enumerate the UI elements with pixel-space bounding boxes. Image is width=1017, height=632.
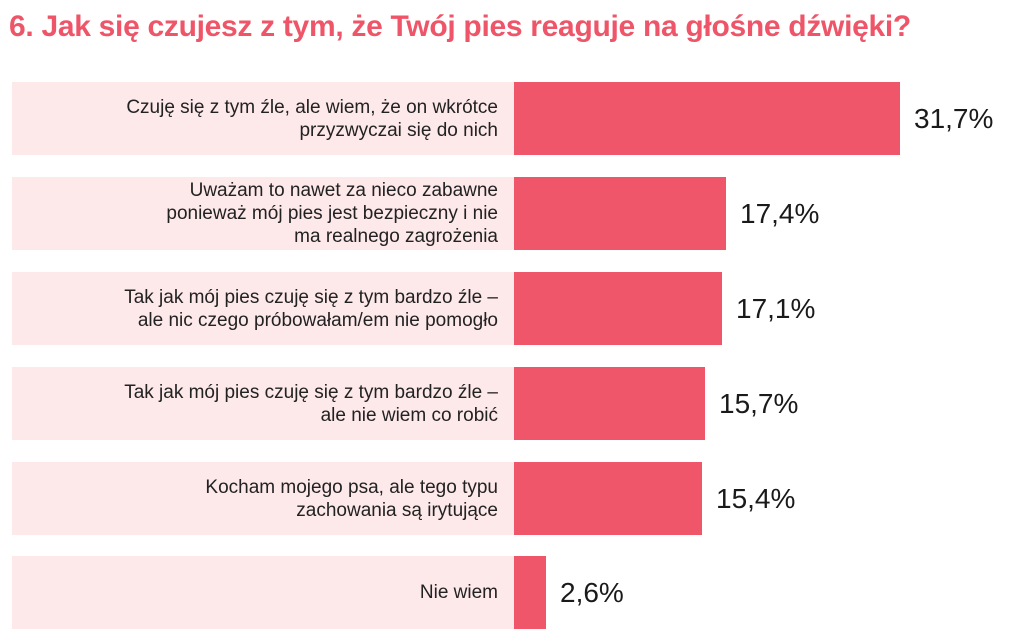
bar — [514, 82, 900, 155]
bar — [514, 462, 702, 535]
bar-row: Uważam to nawet za nieco zabawne poniewa… — [12, 177, 1017, 250]
category-label: Uważam to nawet za nieco zabawne poniewa… — [166, 180, 498, 247]
bar — [514, 272, 722, 345]
chart-title: 6. Jak się czujesz z tym, że Twój pies r… — [9, 10, 911, 43]
category-label: Kocham mojego psa, ale tego typu zachowa… — [205, 476, 498, 521]
bar — [514, 367, 705, 440]
category-label-box: Uważam to nawet za nieco zabawne poniewa… — [12, 177, 514, 250]
category-label-box: Tak jak mój pies czuję się z tym bardzo … — [12, 272, 514, 345]
category-label-box: Czuję się z tym źle, ale wiem, że on wkr… — [12, 82, 514, 155]
bar — [514, 177, 726, 250]
category-label-box: Kocham mojego psa, ale tego typu zachowa… — [12, 462, 514, 535]
value-label: 15,4% — [716, 482, 796, 514]
bar-row: Tak jak mój pies czuję się z tym bardzo … — [12, 367, 1017, 440]
category-label: Czuję się z tym źle, ale wiem, że on wkr… — [126, 96, 498, 141]
bar — [514, 556, 546, 629]
category-label: Nie wiem — [419, 582, 498, 603]
value-label: 17,4% — [740, 197, 820, 229]
bar-row: Tak jak mój pies czuję się z tym bardzo … — [12, 272, 1017, 345]
category-label: Tak jak mój pies czuję się z tym bardzo … — [124, 381, 498, 426]
value-label: 2,6% — [560, 576, 624, 608]
category-label-box: Nie wiem — [12, 556, 514, 629]
bar-row: Czuję się z tym źle, ale wiem, że on wkr… — [12, 82, 1017, 155]
category-label: Tak jak mój pies czuję się z tym bardzo … — [124, 286, 498, 331]
bar-row: Nie wiem 2,6% — [12, 556, 1017, 629]
bar-row: Kocham mojego psa, ale tego typu zachowa… — [12, 462, 1017, 535]
value-label: 17,1% — [736, 292, 816, 324]
value-label: 15,7% — [719, 387, 799, 419]
category-label-box: Tak jak mój pies czuję się z tym bardzo … — [12, 367, 514, 440]
value-label: 31,7% — [914, 102, 994, 134]
